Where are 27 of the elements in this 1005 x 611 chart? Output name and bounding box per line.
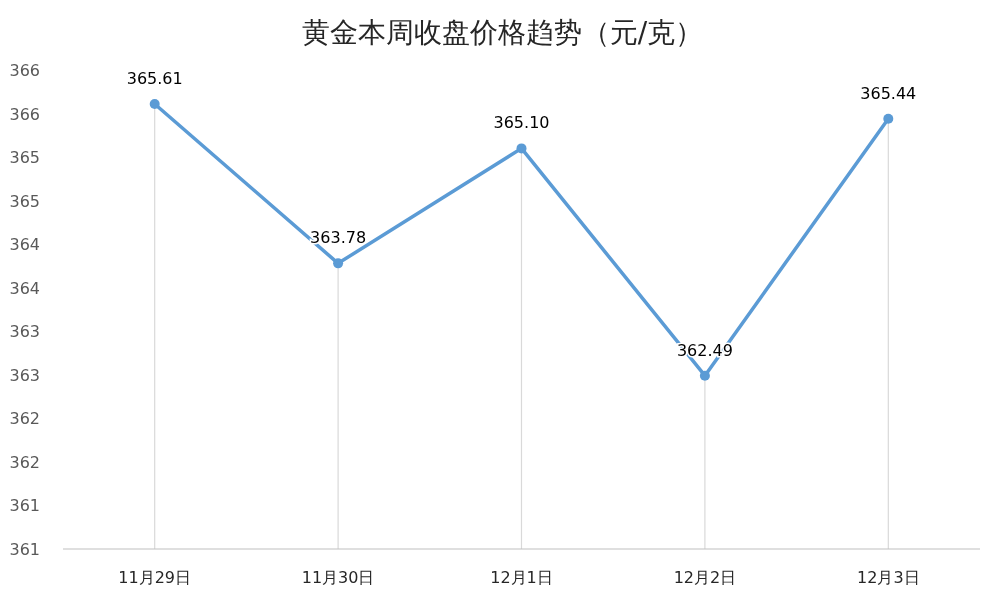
- text: 363.78: [310, 228, 367, 248]
- point: [149, 98, 160, 109]
- text: 365.10: [493, 113, 550, 133]
- chart-title: 黄金本周收盘价格趋势（元/克）: [301, 16, 704, 49]
- point: [516, 143, 527, 154]
- y-tick-label: 363: [9, 322, 40, 342]
- text: 365.44: [860, 83, 917, 103]
- y-tick-label: 362: [9, 452, 40, 472]
- x-tick-label: 12月1日: [490, 568, 553, 587]
- text: 365.61: [126, 68, 183, 88]
- y-tick-label: 365: [9, 191, 40, 211]
- x-tick-label: 12月3日: [857, 568, 920, 587]
- y-tick-label: 363: [9, 365, 40, 385]
- point: [333, 258, 344, 269]
- y-tick-label: 366: [9, 61, 40, 80]
- y-tick-label: 366: [9, 104, 40, 124]
- x-tick-label: 11月30日: [301, 568, 375, 587]
- y-tick-label: 362: [9, 409, 40, 429]
- x-tick-label: 12月2日: [673, 568, 737, 587]
- x-tick-label: 11月29日: [118, 568, 192, 587]
- point: [699, 370, 710, 381]
- y-tick-label: 364: [9, 235, 40, 255]
- point: [883, 113, 894, 124]
- y-tick-label: 361: [9, 540, 40, 559]
- y-tick-label: 365: [9, 148, 40, 168]
- y-tick-label: 364: [9, 278, 40, 298]
- y-tick-label: 361: [9, 496, 40, 516]
